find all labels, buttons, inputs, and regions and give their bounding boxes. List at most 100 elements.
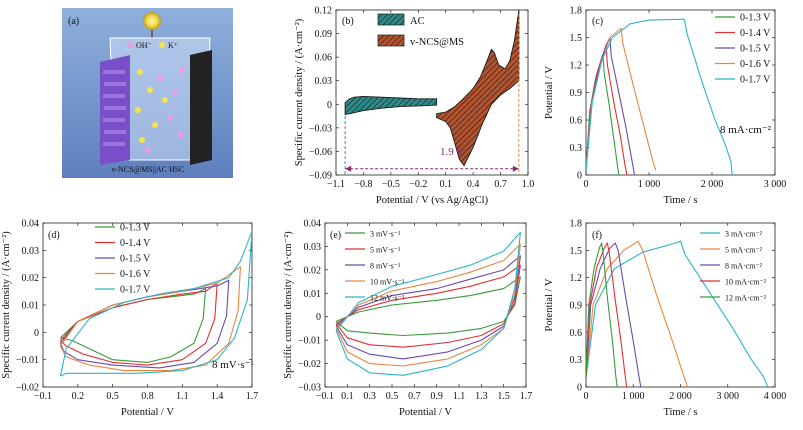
series-line-0-1-7-v [59, 230, 252, 377]
panel-label: (f) [592, 230, 602, 241]
chart-panel-e: −0.1 0.1 0.3 0.5 0.7 0.9 1.1 1.3 1.5 1.7 −0.03 −0.0… [283, 219, 532, 419]
x-axis-label: Potential / V (vs Ag/AgCl) [376, 195, 489, 206]
arrow-right-icon [512, 165, 519, 172]
y-tick-label: −0.01 [16, 355, 39, 366]
x-tick-label: 2 000 [669, 391, 692, 402]
plot-frame [324, 222, 527, 388]
legend-swatch [377, 34, 405, 47]
y-tick-label: 0 [577, 383, 582, 394]
window-annotation: 1.9 V [440, 146, 464, 158]
x-tick-label: 1 000 [638, 179, 661, 190]
y-tick-label: 0.04 [304, 219, 322, 230]
series-line-12-ma-cm- [586, 242, 618, 387]
series-line-0-1-4-v [586, 46, 628, 175]
legend-label: 12 mV·s⁻¹ [370, 294, 405, 303]
legend-label: 8 mA·cm⁻² [725, 262, 763, 271]
x-tick-label: 1.4 [211, 391, 224, 402]
chart-panel-c: 0 1 000 2 000 3 000 0 0.3 0.6 0.9 1.2 1.5 1.8 Time … [544, 6, 786, 207]
y-tick-label: −0.06 [309, 147, 332, 158]
y-tick-label: 0.9 [570, 301, 583, 312]
hydroxide-legend-dot-icon [127, 42, 133, 48]
legend-label: 3 mA·cm⁻² [725, 230, 763, 239]
y-tick-label: 1.5 [570, 246, 583, 257]
y-tick-label: 0.02 [304, 265, 322, 276]
plot-area [344, 10, 520, 175]
series-line-0-1-5-v [586, 36, 636, 175]
legend-label: 0-1.5 V [120, 254, 151, 265]
y-tick-label: 0.3 [570, 143, 583, 154]
x-tick-label: 0.1 [341, 391, 354, 402]
x-tick-label: −0.5 [382, 179, 400, 190]
plot-area [586, 240, 769, 387]
chart-panels: −1.1 −0.8 −0.5 −0.2 0.1 0.4 0.7 1.0 −0.09 −0.06 −0… [1, 6, 786, 419]
x-tick-label: 1.3 [475, 391, 488, 402]
x-tick-label: 0.5 [106, 391, 119, 402]
y-tick-label: −0.02 [16, 383, 39, 394]
series-line-12-mv-s- [335, 231, 521, 376]
legend-label: 0-1.5 V [740, 44, 771, 55]
photo-panel: (a) OH⁻ K⁺ v-NCS@MS||AC HSC [62, 8, 233, 178]
legend-label: 10 mA·cm⁻² [725, 278, 767, 287]
plot-frame [335, 9, 529, 176]
hydroxide-label: OH⁻ [136, 41, 152, 50]
y-tick-label: 0.01 [304, 289, 322, 300]
y-tick-label: 0.06 [315, 53, 333, 64]
legend-label: 5 mA·cm⁻² [725, 246, 763, 255]
x-tick-label: −0.1 [316, 391, 334, 402]
legend-label: AC [410, 16, 425, 27]
y-tick-label: 0 [316, 312, 321, 323]
x-tick-label: 0.2 [72, 391, 85, 402]
y-tick-label: 0.03 [22, 246, 40, 257]
series-line-5-ma-cm- [586, 240, 689, 387]
y-tick-label: 0.03 [304, 242, 322, 253]
legend-label: 0-1.6 V [120, 269, 151, 280]
y-axis-label: Potential / V [544, 66, 555, 119]
x-tick-label: 1.0 [522, 179, 535, 190]
series-line-8-mv-s- [335, 255, 521, 360]
x-tick-label: 0.3 [363, 391, 376, 402]
light-bulb-icon [143, 12, 161, 30]
y-tick-label: 0.9 [570, 88, 583, 99]
x-tick-label: 0.7 [408, 391, 421, 402]
y-axis-label: Specific current density / (A·cm⁻²) [294, 18, 305, 166]
y-tick-label: 1.8 [570, 219, 583, 230]
x-tick-label: 0.7 [494, 179, 507, 190]
x-tick-label: 0.5 [386, 391, 399, 402]
plot-area [335, 231, 521, 376]
x-tick-label: 1.7 [246, 391, 259, 402]
x-tick-label: 1.7 [520, 391, 533, 402]
legend-label: 10 mV·s⁻¹ [370, 278, 405, 287]
legend-label: 0-1.4 V [120, 238, 151, 249]
y-tick-label: 1.2 [570, 61, 583, 72]
x-tick-label: 4 000 [764, 391, 787, 402]
panel-label: (e) [330, 230, 341, 241]
chart-panel-b: −1.1 −0.8 −0.5 −0.2 0.1 0.4 0.7 1.0 −0.09 −0.06 −0… [294, 6, 534, 207]
y-axis-label: Potential / V [544, 278, 555, 331]
y-tick-label: −0.03 [298, 383, 321, 394]
x-tick-label: 1.5 [497, 391, 510, 402]
legend-label: 0-1.7 V [120, 285, 151, 296]
photo-panel-label: (a) [68, 16, 79, 27]
series-line-8-ma-cm- [586, 242, 642, 387]
legend-label: 0-1.7 V [740, 75, 771, 86]
arrow-left-icon [345, 165, 352, 172]
device-caption: v-NCS@MS||AC HSC [111, 165, 184, 174]
y-tick-label: 0.3 [570, 355, 583, 366]
y-tick-label: 0 [577, 171, 582, 182]
x-axis-label: Potential / V [399, 407, 452, 418]
legend-label: 0-1.3 V [740, 13, 771, 24]
series-line-10-mv-s- [335, 243, 521, 367]
x-tick-label: 0.8 [141, 391, 154, 402]
series-line-10-ma-cm- [586, 242, 628, 387]
x-tick-label: −1.1 [327, 179, 345, 190]
plot-annotation: 8 mV·s⁻¹ [212, 359, 254, 371]
x-tick-label: 1.1 [176, 391, 189, 402]
legend-swatch [377, 13, 405, 26]
y-tick-label: −0.02 [298, 359, 321, 370]
x-axis-label: Time / s [663, 195, 697, 206]
chart-panel-f: 0 1 000 2 000 3 000 4 000 0 0.3 0.6 0.9 1.2 1.5 1.8… [544, 219, 786, 419]
y-axis-label: Specific current density / (A·cm⁻²) [1, 231, 12, 379]
legend-label: v-NCS@MS [410, 37, 464, 48]
chart-panel-d: −0.1 0.2 0.5 0.8 1.1 1.4 1.7 −0.02 −0.01 0 0.01 0.0… [1, 219, 258, 419]
y-axis-label: Specific current density / (A·cm⁻²) [283, 231, 294, 379]
